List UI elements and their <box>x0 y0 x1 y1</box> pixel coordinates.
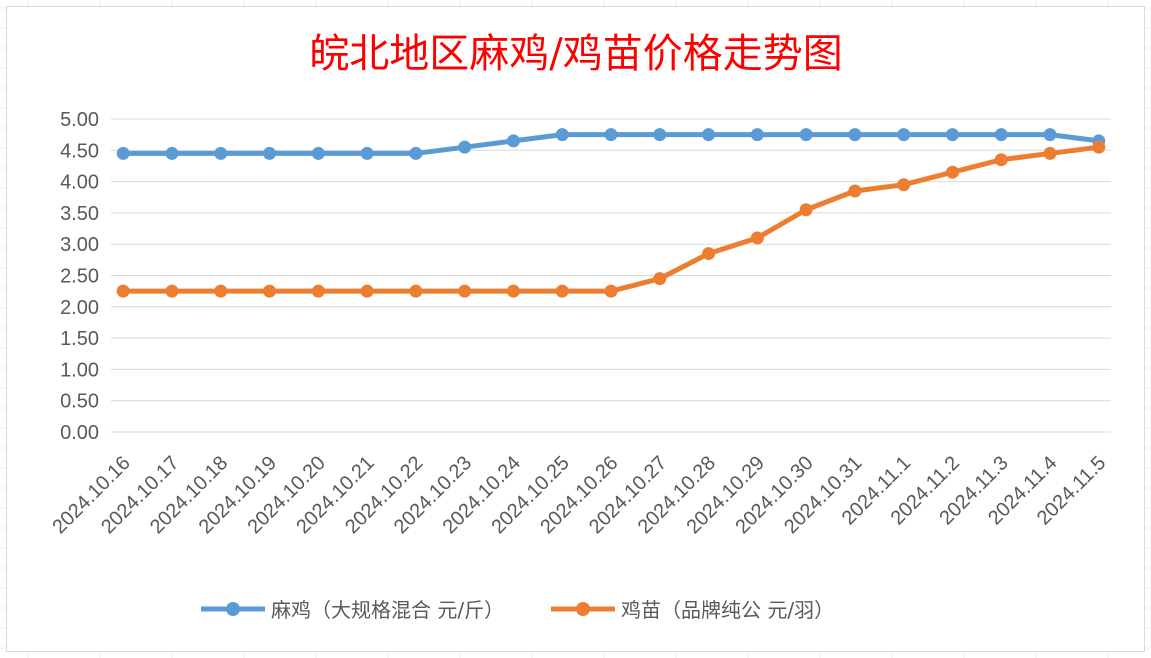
data-point <box>750 128 764 142</box>
data-point <box>555 128 569 142</box>
data-point <box>165 146 179 160</box>
legend-item-2: 鸡苗（品牌纯公 元/羽） <box>551 598 834 622</box>
data-point <box>360 146 374 160</box>
legend: 麻鸡（大规格混合 元/斤） 鸡苗（品牌纯公 元/羽） <box>201 598 834 622</box>
data-point <box>653 128 667 142</box>
data-point <box>848 184 862 198</box>
data-point <box>750 231 764 245</box>
legend-item-1: 麻鸡（大规格混合 元/斤） <box>201 598 504 622</box>
y-tick-label: 0.50 <box>60 391 99 413</box>
data-point <box>897 128 911 142</box>
data-point <box>604 284 618 298</box>
data-point <box>116 146 130 160</box>
legend-label: 麻鸡（大规格混合 元/斤） <box>271 598 504 622</box>
data-point <box>214 146 228 160</box>
y-tick-label: 1.50 <box>60 328 99 350</box>
y-axis-ticks: 0.00 0.50 1.00 1.50 2.00 2.50 3.00 3.50 4.00 4.50… <box>60 109 99 444</box>
data-point <box>1043 128 1057 142</box>
data-point <box>263 146 277 160</box>
data-point <box>897 178 911 192</box>
data-point <box>409 284 423 298</box>
y-tick-label: 2.50 <box>60 266 99 288</box>
data-point <box>165 284 179 298</box>
data-point <box>458 140 472 154</box>
data-point <box>848 128 862 142</box>
data-point <box>945 165 959 179</box>
series-2 <box>116 140 1106 298</box>
data-point <box>702 247 716 261</box>
data-point <box>994 153 1008 167</box>
data-point <box>1092 140 1106 154</box>
data-point <box>214 284 228 298</box>
data-point <box>263 284 277 298</box>
data-point <box>653 272 667 286</box>
data-point <box>1043 146 1057 160</box>
data-point <box>458 284 472 298</box>
line-chart: 皖北地区麻鸡/鸡苗价格走势图 0.00 0.50 1.00 1.50 2.00 2.50 3… <box>48 31 1111 622</box>
y-tick-label: 1.00 <box>60 359 99 381</box>
data-point <box>945 128 959 142</box>
y-tick-label: 3.00 <box>60 234 99 256</box>
series-lines <box>116 128 1106 298</box>
y-tick-label: 3.50 <box>60 203 99 225</box>
gridlines <box>111 118 1111 433</box>
y-tick-label: 4.50 <box>60 140 99 162</box>
chart-area[interactable]: 皖北地区麻鸡/鸡苗价格走势图 0.00 0.50 1.00 1.50 2.00 2.50 3… <box>6 6 1145 652</box>
data-point <box>994 128 1008 142</box>
data-point <box>702 128 716 142</box>
data-point <box>506 134 520 148</box>
data-point <box>604 128 618 142</box>
data-point <box>116 284 130 298</box>
legend-marker <box>576 602 590 616</box>
data-point <box>555 284 569 298</box>
data-point <box>311 284 325 298</box>
legend-marker <box>226 602 240 616</box>
legend-label: 鸡苗（品牌纯公 元/羽） <box>621 598 834 622</box>
y-tick-label: 4.00 <box>60 172 99 194</box>
data-point <box>360 284 374 298</box>
data-point <box>799 128 813 142</box>
data-point <box>409 146 423 160</box>
data-point <box>311 146 325 160</box>
data-point <box>799 203 813 217</box>
y-tick-label: 2.00 <box>60 297 99 319</box>
x-axis-ticks: 2024.10.162024.10.172024.10.182024.10.19… <box>48 452 1110 538</box>
data-point <box>506 284 520 298</box>
chart-title: 皖北地区麻鸡/鸡苗价格走势图 <box>309 31 842 77</box>
series-1 <box>116 128 1106 160</box>
y-tick-label: 0.00 <box>60 422 99 444</box>
y-tick-label: 5.00 <box>60 109 99 131</box>
